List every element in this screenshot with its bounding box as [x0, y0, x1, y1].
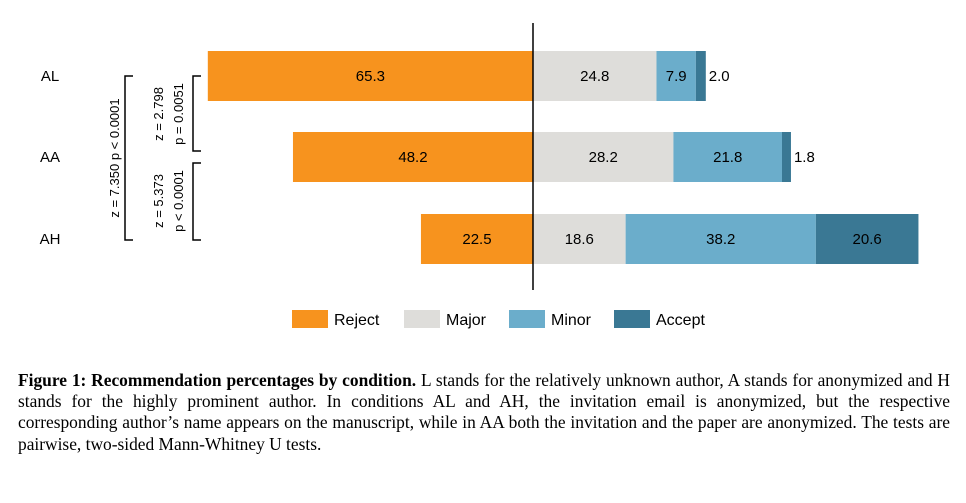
caption-text: L stands for the relatively unknown auth… — [18, 370, 950, 454]
value-label-aa-minor: 21.8 — [713, 149, 742, 166]
bar-ah-minor — [625, 214, 816, 264]
value-label-aa-major: 28.2 — [589, 149, 618, 166]
stat-z-aa-ah: z = 5.373 — [151, 174, 166, 228]
value-label-aa-reject: 48.2 — [398, 149, 427, 166]
legend-label-minor: Minor — [551, 312, 592, 329]
bracket-al-aa — [192, 75, 201, 152]
bar-aa-major — [533, 132, 674, 182]
category-label-al: AL — [41, 68, 59, 85]
bar-ah-accept — [815, 214, 919, 264]
bar-aa-accept — [782, 132, 791, 182]
value-label-al-minor: 7.9 — [666, 68, 687, 85]
legend-swatch-major — [404, 310, 440, 328]
legend-swatch-minor — [509, 310, 545, 328]
bracket-al-ah — [124, 75, 133, 241]
value-label-al-reject: 65.3 — [356, 68, 385, 85]
caption-label: Figure 1: Recommendation percentages by … — [18, 370, 417, 390]
stat-al-ah: z = 7.350 p < 0.0001 — [107, 98, 122, 217]
value-label-ah-reject: 22.5 — [462, 231, 491, 248]
bar-aa-reject — [292, 132, 533, 182]
stat-z-al-aa: z = 2.798 — [151, 87, 166, 141]
stat-p-aa-ah: p < 0.0001 — [171, 170, 186, 232]
bar-ah-reject — [420, 214, 533, 264]
bar-al-accept — [695, 51, 706, 101]
value-label-al-accept: 2.0 — [709, 68, 730, 85]
bar-aa-minor — [673, 132, 782, 182]
chart: AL AA AH 65.3 24.8 7.9 2.0 48.2 28.2 21.8 1.8 22.5 1… — [40, 23, 919, 329]
legend-label-reject: Reject — [334, 312, 380, 329]
value-label-ah-minor: 38.2 — [706, 231, 735, 248]
legend-label-major: Major — [446, 312, 487, 329]
stat-p-al-aa: p = 0.0051 — [171, 83, 186, 145]
value-label-ah-accept: 20.6 — [853, 231, 882, 248]
legend-swatch-accept — [614, 310, 650, 328]
category-label-aa: AA — [40, 149, 60, 166]
value-label-aa-accept: 1.8 — [794, 149, 815, 166]
bar-al-reject — [207, 51, 533, 101]
legend-swatch-reject — [292, 310, 328, 328]
legend-label-accept: Accept — [656, 312, 705, 329]
figure-caption: Figure 1: Recommendation percentages by … — [18, 370, 950, 455]
bar-ah-major — [533, 214, 626, 264]
bar-al-minor — [656, 51, 696, 101]
category-label-ah: AH — [40, 231, 61, 248]
bracket-aa-ah — [192, 162, 201, 241]
bar-al-major — [533, 51, 657, 101]
value-label-al-major: 24.8 — [580, 68, 609, 85]
value-label-ah-major: 18.6 — [565, 231, 594, 248]
